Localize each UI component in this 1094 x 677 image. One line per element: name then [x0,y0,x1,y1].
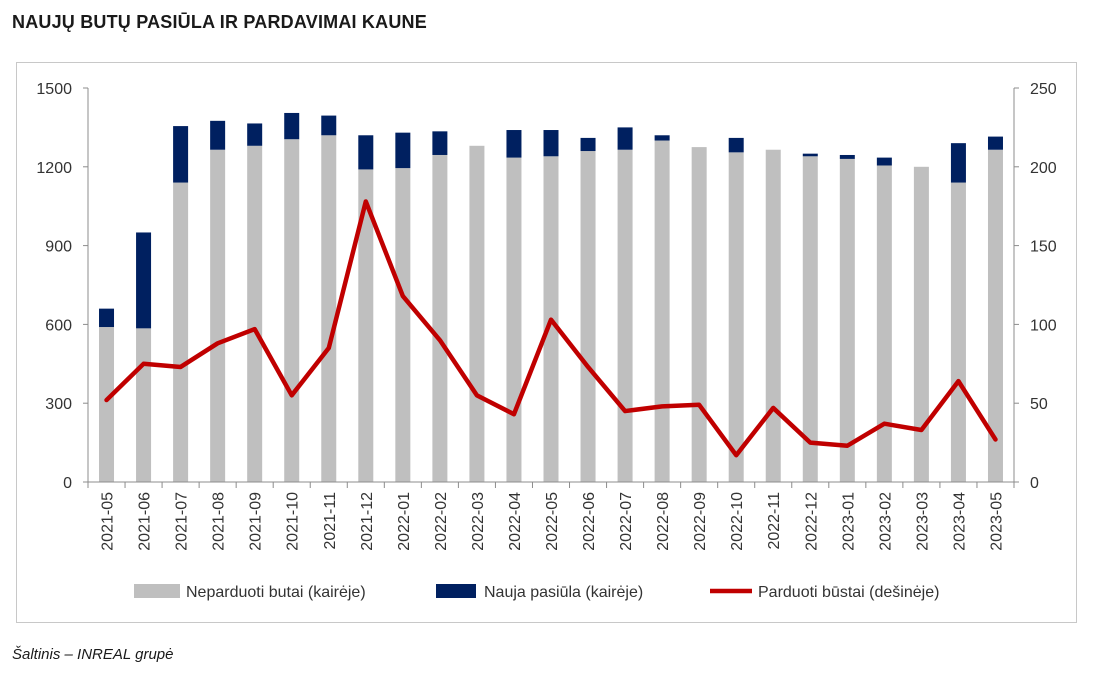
x-tick-label: 2022-05 [544,492,561,551]
bar-new-supply [358,135,374,170]
bar-unsold [876,165,892,482]
bar-new-supply [506,130,522,158]
bar-new-supply [839,154,855,159]
right-tick-label: 150 [1030,239,1057,256]
x-tick-label: 2023-02 [877,492,894,551]
bar-new-supply [173,126,189,183]
bar-unsold [802,156,818,482]
left-tick-label: 1500 [36,81,72,98]
bar-unsold [728,152,744,482]
bar-new-supply [136,232,152,329]
x-tick-label: 2023-05 [988,492,1005,551]
left-tick-label: 900 [45,239,72,256]
x-tick-label: 2023-03 [914,492,931,551]
bar-new-supply [987,136,1003,150]
x-tick-label: 2021-05 [100,492,117,551]
bar-unsold [950,182,966,482]
bar-new-supply [543,130,559,157]
bar-new-supply [802,153,818,157]
bar-new-supply [284,112,300,140]
bar-new-supply [580,137,596,152]
bar-unsold [284,139,300,482]
bar-unsold [987,149,1003,482]
x-tick-label: 2022-02 [433,492,450,551]
bar-new-supply [432,131,448,155]
x-tick-label: 2022-06 [581,492,598,551]
left-tick-label: 600 [45,317,72,334]
bar-unsold [654,140,670,483]
bar-unsold [136,328,152,482]
x-tick-label: 2022-09 [692,492,709,551]
bar-unsold [173,182,189,482]
bar-unsold [765,149,781,482]
bar-new-supply [950,143,966,183]
right-tick-label: 200 [1030,160,1057,177]
bar-unsold [395,168,411,482]
bar-unsold [580,151,596,483]
chart-title: NAUJŲ BUTŲ PASIŪLA IR PARDAVIMAI KAUNE [12,12,427,32]
source-note: Šaltinis – INREAL grupė [12,646,174,663]
line-layer [104,199,998,458]
x-tick-label: 2023-01 [840,492,857,551]
bar-unsold [358,169,374,482]
x-tick-label: 2021-09 [248,492,265,551]
bar-new-supply [395,132,411,169]
bar-new-supply [654,135,670,141]
x-tick-label: 2022-10 [729,492,746,551]
legend-label-new-supply: Nauja pasiūla (kairėje) [484,584,643,601]
left-tick-label: 300 [45,396,72,413]
x-tick-label: 2022-08 [655,492,672,551]
bar-unsold [617,149,633,482]
bar-new-supply [728,137,744,153]
legend-swatch-new-supply [436,584,476,598]
bar-new-supply [210,120,226,150]
bar-unsold [99,327,115,482]
bar-unsold [432,154,448,483]
legend: Neparduoti butai (kairėje) Nauja pasiūla… [134,584,939,601]
x-tick-label: 2022-11 [766,492,783,550]
bar-new-supply [876,157,892,166]
bar-unsold [506,157,522,482]
x-tick-label: 2021-06 [137,492,154,551]
x-tick-label: 2021-08 [211,492,228,551]
x-tick-label: 2021-07 [174,492,191,551]
chart-frame [16,62,1077,623]
bar-new-supply [617,127,633,150]
right-tick-label: 50 [1030,396,1048,413]
bar-unsold [321,135,337,482]
x-tick-label: 2023-04 [951,492,968,551]
bar-new-supply [321,115,337,136]
x-tick-label: 2022-01 [396,492,413,551]
x-tick-label: 2021-11 [322,492,339,550]
bar-new-supply [247,123,263,146]
bar-unsold [913,166,929,483]
legend-swatch-unsold [134,584,180,598]
bar-unsold [839,158,855,483]
bar-unsold [210,149,226,482]
right-tick-label: 250 [1030,81,1057,98]
x-tick-label: 2021-10 [285,492,302,551]
right-tick-label: 100 [1030,317,1057,334]
x-tick-label: 2022-04 [507,492,524,551]
legend-label-unsold: Neparduoti butai (kairėje) [186,584,366,601]
axes-layer: 0 300 600 900 1200 1500 0 50 100 150 200 250 2021-05… [36,81,1056,551]
bar-unsold [247,145,263,482]
x-tick-label: 2022-12 [803,492,820,551]
left-tick-label: 1200 [36,160,72,177]
x-tick-label: 2022-03 [470,492,487,551]
x-tick-label: 2022-07 [618,492,635,551]
bar-new-supply [99,308,115,328]
left-tick-label: 0 [63,475,72,492]
bar-unsold [469,145,485,482]
x-tick-label: 2021-12 [359,492,376,551]
bars-layer [99,112,1003,483]
right-tick-label: 0 [1030,475,1039,492]
bar-unsold [691,147,707,482]
legend-label-sold: Parduoti būstai (dešinėje) [758,584,939,601]
